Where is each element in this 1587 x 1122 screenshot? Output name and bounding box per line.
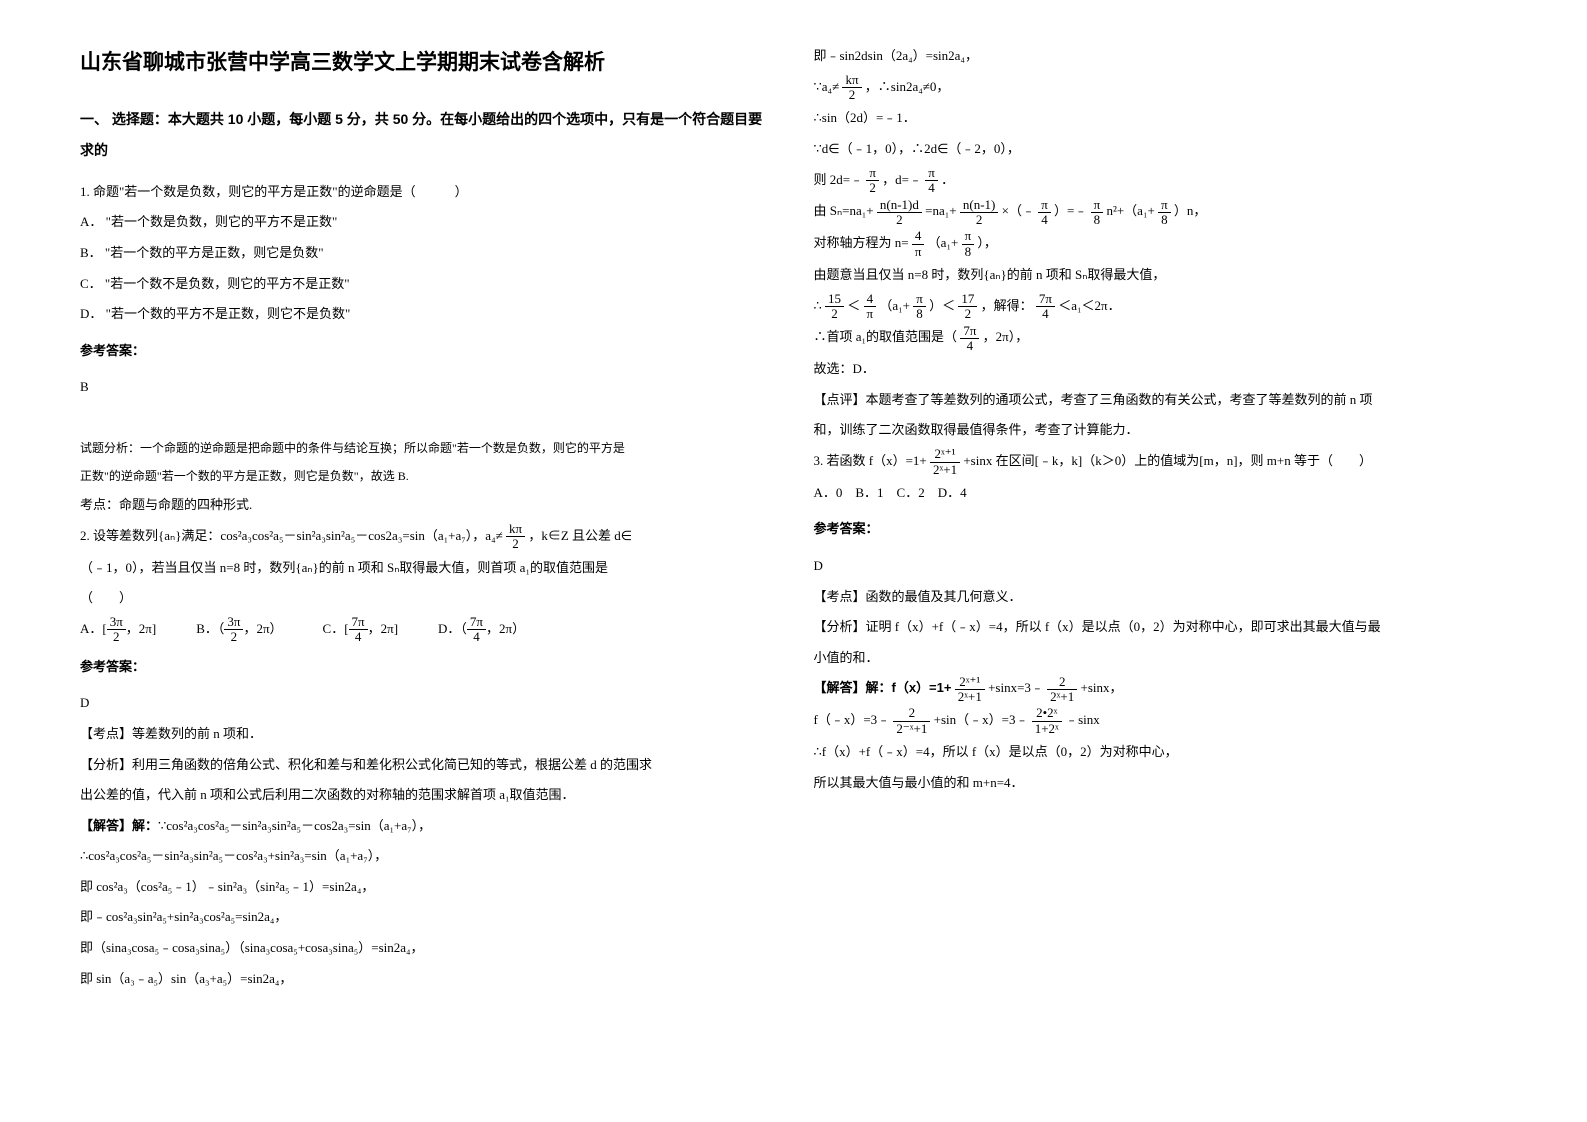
q1-answer: B — [80, 373, 774, 402]
answer-label: 参考答案： — [80, 653, 774, 682]
col2-s3: ∴sin（2d）=﹣1． — [814, 104, 1508, 133]
q2-s2: ∴cos²a₃cos²a₅－sin²a₃sin²a₅－cos²a₃+sin²a₃… — [80, 842, 774, 871]
right-column: 即﹣sin2dsin（2a₄）=sin2a₄， ∵a₄≠ kπ2 ，∴sin2a… — [794, 40, 1528, 1082]
col2-s1: 即﹣sin2dsin（2a₄）=sin2a₄， — [814, 42, 1508, 71]
q2-answer: D — [80, 689, 774, 718]
q2-stem-p2: ，k∈Z 且公差 d∈ — [528, 528, 632, 543]
q1-stem: 1. 命题"若一个数是负数，则它的平方是正数"的逆命题是（ ） — [80, 178, 774, 207]
q2-solve: 【解答】解：∵cos²a₃cos²a₅－sin²a₃sin²a₅－cos2a₃=… — [80, 812, 774, 841]
q3-analysis-2: 小值的和． — [814, 644, 1508, 673]
col2-s10: ∴首项 a₁的取值范围是（ 7π4 ，2π）， — [814, 323, 1508, 353]
col2-s2: ∵a₄≠ kπ2 ，∴sin2a₄≠0， — [814, 73, 1508, 103]
answer-label: 参考答案： — [80, 337, 774, 366]
q3-point: 【考点】函数的最值及其几何意义． — [814, 583, 1508, 612]
q1-option-a: A． "若一个数是负数，则它的平方不是正数" — [80, 208, 774, 237]
q2-choices: A．[3π2，2π] B．（3π2，2π） C．[7π4，2π] D．（7π4，… — [80, 615, 774, 645]
q1-option-c: C． "若一个数不是负数，则它的平方不是正数" — [80, 270, 774, 299]
q1-analysis-1: 试题分析：一个命题的逆命题是把命题中的条件与结论互换；所以命题"若一个数是负数，… — [80, 435, 774, 461]
col2-s6: 由 Sₙ=na₁+ n(n-1)d2 =na₁+ n(n-1)2 ×（﹣ π4 … — [814, 197, 1508, 227]
col2-s11: 故选：D． — [814, 355, 1508, 384]
col2-comment1: 【点评】本题考查了等差数列的通项公式，考查了三角函数的有关公式，考查了等差数列的… — [814, 386, 1508, 415]
q2-stem-line3: （ ） — [80, 584, 774, 613]
q3-s2: f（﹣x）=3﹣ 22⁻ˣ+1 +sin（﹣x）=3﹣ 2•2ˣ1+2ˣ ﹣si… — [814, 706, 1508, 736]
q2-option-d: D．（7π4，2π） — [438, 615, 525, 645]
section-header: 一、 选择题：本大题共 10 小题，每小题 5 分，共 50 分。在每小题给出的… — [80, 104, 774, 166]
q2-option-c: C．[7π4，2π] — [323, 615, 399, 645]
q2-point: 【考点】等差数列的前 n 项和． — [80, 720, 774, 749]
answer-label: 参考答案： — [814, 515, 1508, 544]
q2-s6: 即 sin（a₃﹣a₅）sin（a₃+a₅）=sin2a₄， — [80, 965, 774, 994]
q2-s4: 即﹣cos²a₃sin²a₅+sin²a₃cos²a₅=sin2a₄， — [80, 903, 774, 932]
q2-s5: 即（sina₃cosa₅﹣cosa₃sina₅）（sina₃cosa₅+cosa… — [80, 934, 774, 963]
col2-s4: ∵d∈（﹣1，0），∴2d∈（﹣2，0）， — [814, 135, 1508, 164]
q1-analysis-2: 正数"的逆命题"若一个数的平方是正数，则它是负数"，故选 B. — [80, 463, 774, 489]
q3-choices: A．0 B．1 C．2 D．4 — [814, 479, 1508, 508]
q3-s1: 【解答】解：f（x）=1+ 2ˣ⁺¹2ˣ+1 +sinx=3﹣ 22ˣ+1 +s… — [814, 674, 1508, 704]
q2-option-b: B．（3π2，2π） — [196, 615, 282, 645]
q2-frac: kπ2 — [506, 522, 525, 552]
q2-s3: 即 cos²a₃（cos²a₅﹣1）﹣sin²a₃（sin²a₅﹣1）=sin2… — [80, 873, 774, 902]
q2-stem-p1: 2. 设等差数列{aₙ}满足：cos²a₃cos²a₅－sin²a₃sin²a₅… — [80, 528, 503, 543]
q3-s3: ∴f（x）+f（﹣x）=4，所以 f（x）是以点（0，2）为对称中心， — [814, 738, 1508, 767]
document-title: 山东省聊城市张营中学高三数学文上学期期末试卷含解析 — [80, 40, 774, 86]
col2-s8: 由题意当且仅当 n=8 时，数列{aₙ}的前 n 项和 Sₙ取得最大值， — [814, 261, 1508, 290]
q3-answer: D — [814, 552, 1508, 581]
col2-s5: 则 2d=﹣ π2 ，d=﹣ π4 ． — [814, 166, 1508, 196]
col2-comment2: 和，训练了二次函数取得最值得条件，考查了计算能力． — [814, 416, 1508, 445]
left-column: 山东省聊城市张营中学高三数学文上学期期末试卷含解析 一、 选择题：本大题共 10… — [60, 40, 794, 1082]
col2-s7: 对称轴方程为 n= 4π （a₁+ π8 ）， — [814, 229, 1508, 259]
q3-analysis-1: 【分析】证明 f（x）+f（﹣x）=4，所以 f（x）是以点（0，2）为对称中心… — [814, 613, 1508, 642]
q3-s4: 所以其最大值与最小值的和 m+n=4． — [814, 769, 1508, 798]
col2-s9: ∴ 152 ＜ 4π （a₁+ π8 ）＜ 172 ，解得： 7π4 ＜a₁＜2… — [814, 292, 1508, 322]
q1-point: 考点：命题与命题的四种形式. — [80, 491, 774, 520]
q2-stem-line2: （﹣1，0），若当且仅当 n=8 时，数列{aₙ}的前 n 项和 Sₙ取得最大值… — [80, 554, 774, 583]
q2-option-a: A．[3π2，2π] — [80, 615, 156, 645]
q1-option-d: D． "若一个数的平方不是正数，则它不是负数" — [80, 300, 774, 329]
q2-analysis-2: 出公差的值，代入前 n 项和公式后利用二次函数的对称轴的范围求解首项 a₁取值范… — [80, 781, 774, 810]
q2-analysis-1: 【分析】利用三角函数的倍角公式、积化和差与和差化积公式化简已知的等式，根据公差 … — [80, 751, 774, 780]
q2-stem: 2. 设等差数列{aₙ}满足：cos²a₃cos²a₅－sin²a₃sin²a₅… — [80, 522, 774, 552]
q3-stem: 3. 若函数 f（x）=1+ 2ˣ⁺¹2ˣ+1 +sinx 在区间[﹣k，k]（… — [814, 447, 1508, 477]
q1-option-b: B． "若一个数的平方是正数，则它是负数" — [80, 239, 774, 268]
